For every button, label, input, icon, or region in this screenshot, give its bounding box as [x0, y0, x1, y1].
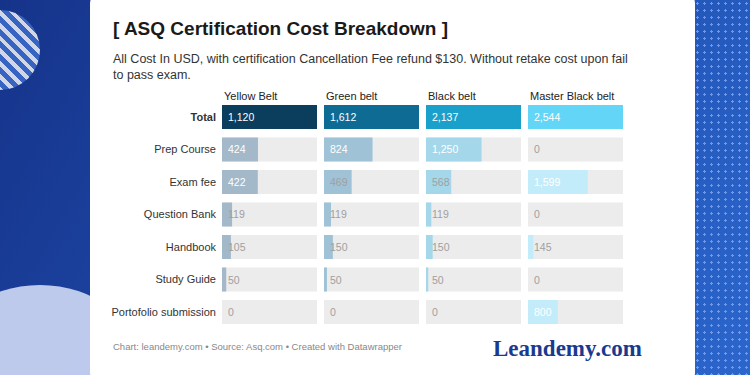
svg-text:150: 150 — [432, 241, 450, 253]
svg-text:Prep Course: Prep Course — [154, 143, 216, 155]
svg-text:Total: Total — [191, 111, 216, 123]
svg-text:568: 568 — [432, 176, 450, 188]
svg-text:50: 50 — [432, 274, 444, 286]
svg-text:2,544: 2,544 — [534, 111, 560, 123]
svg-text:Question Bank: Question Bank — [144, 208, 217, 220]
svg-text:1,612: 1,612 — [330, 111, 356, 123]
svg-text:Black belt: Black belt — [428, 90, 476, 102]
svg-text:422: 422 — [228, 176, 246, 188]
svg-text:145: 145 — [534, 241, 552, 253]
svg-text:119: 119 — [228, 208, 245, 220]
svg-text:119: 119 — [432, 208, 449, 220]
svg-text:0: 0 — [534, 208, 540, 220]
svg-text:50: 50 — [228, 274, 240, 286]
svg-text:1,120: 1,120 — [228, 111, 254, 123]
svg-text:50: 50 — [330, 274, 342, 286]
html-text:All Cost In USD, with certific: All Cost In USD, with certification Canc… — [113, 52, 628, 82]
html-text:Chart: leandemy.com • Source:: Chart: leandemy.com • Source: Asq.com • … — [113, 341, 402, 352]
svg-text:150: 150 — [330, 241, 348, 253]
svg-text:Yellow Belt: Yellow Belt — [224, 90, 277, 102]
svg-text:1,250: 1,250 — [432, 143, 458, 155]
svg-text:0: 0 — [330, 306, 336, 318]
svg-text:0: 0 — [228, 306, 234, 318]
svg-text:469: 469 — [330, 176, 348, 188]
svg-text:2,137: 2,137 — [432, 111, 458, 123]
html-text:[ ASQ Certification Cost Break: [ ASQ Certification Cost Breakdown ] — [113, 18, 448, 39]
svg-text:105: 105 — [228, 241, 246, 253]
svg-text:Study Guide: Study Guide — [155, 273, 216, 285]
svg-text:0: 0 — [432, 306, 438, 318]
svg-text:0: 0 — [534, 143, 540, 155]
svg-text:Portofolio submission: Portofolio submission — [111, 306, 216, 318]
svg-text:0: 0 — [534, 274, 540, 286]
svg-text:Green belt: Green belt — [326, 90, 377, 102]
svg-text:1,599: 1,599 — [534, 176, 560, 188]
svg-text:424: 424 — [228, 143, 246, 155]
svg-text:Master Black belt: Master Black belt — [530, 90, 614, 102]
svg-text:Handbook: Handbook — [166, 241, 217, 253]
svg-text:800: 800 — [534, 306, 552, 318]
svg-text:824: 824 — [330, 143, 348, 155]
svg-text:119: 119 — [330, 208, 347, 220]
svg-text:Exam fee: Exam fee — [170, 176, 216, 188]
html-text:Leandemy.com: Leandemy.com — [493, 336, 642, 361]
